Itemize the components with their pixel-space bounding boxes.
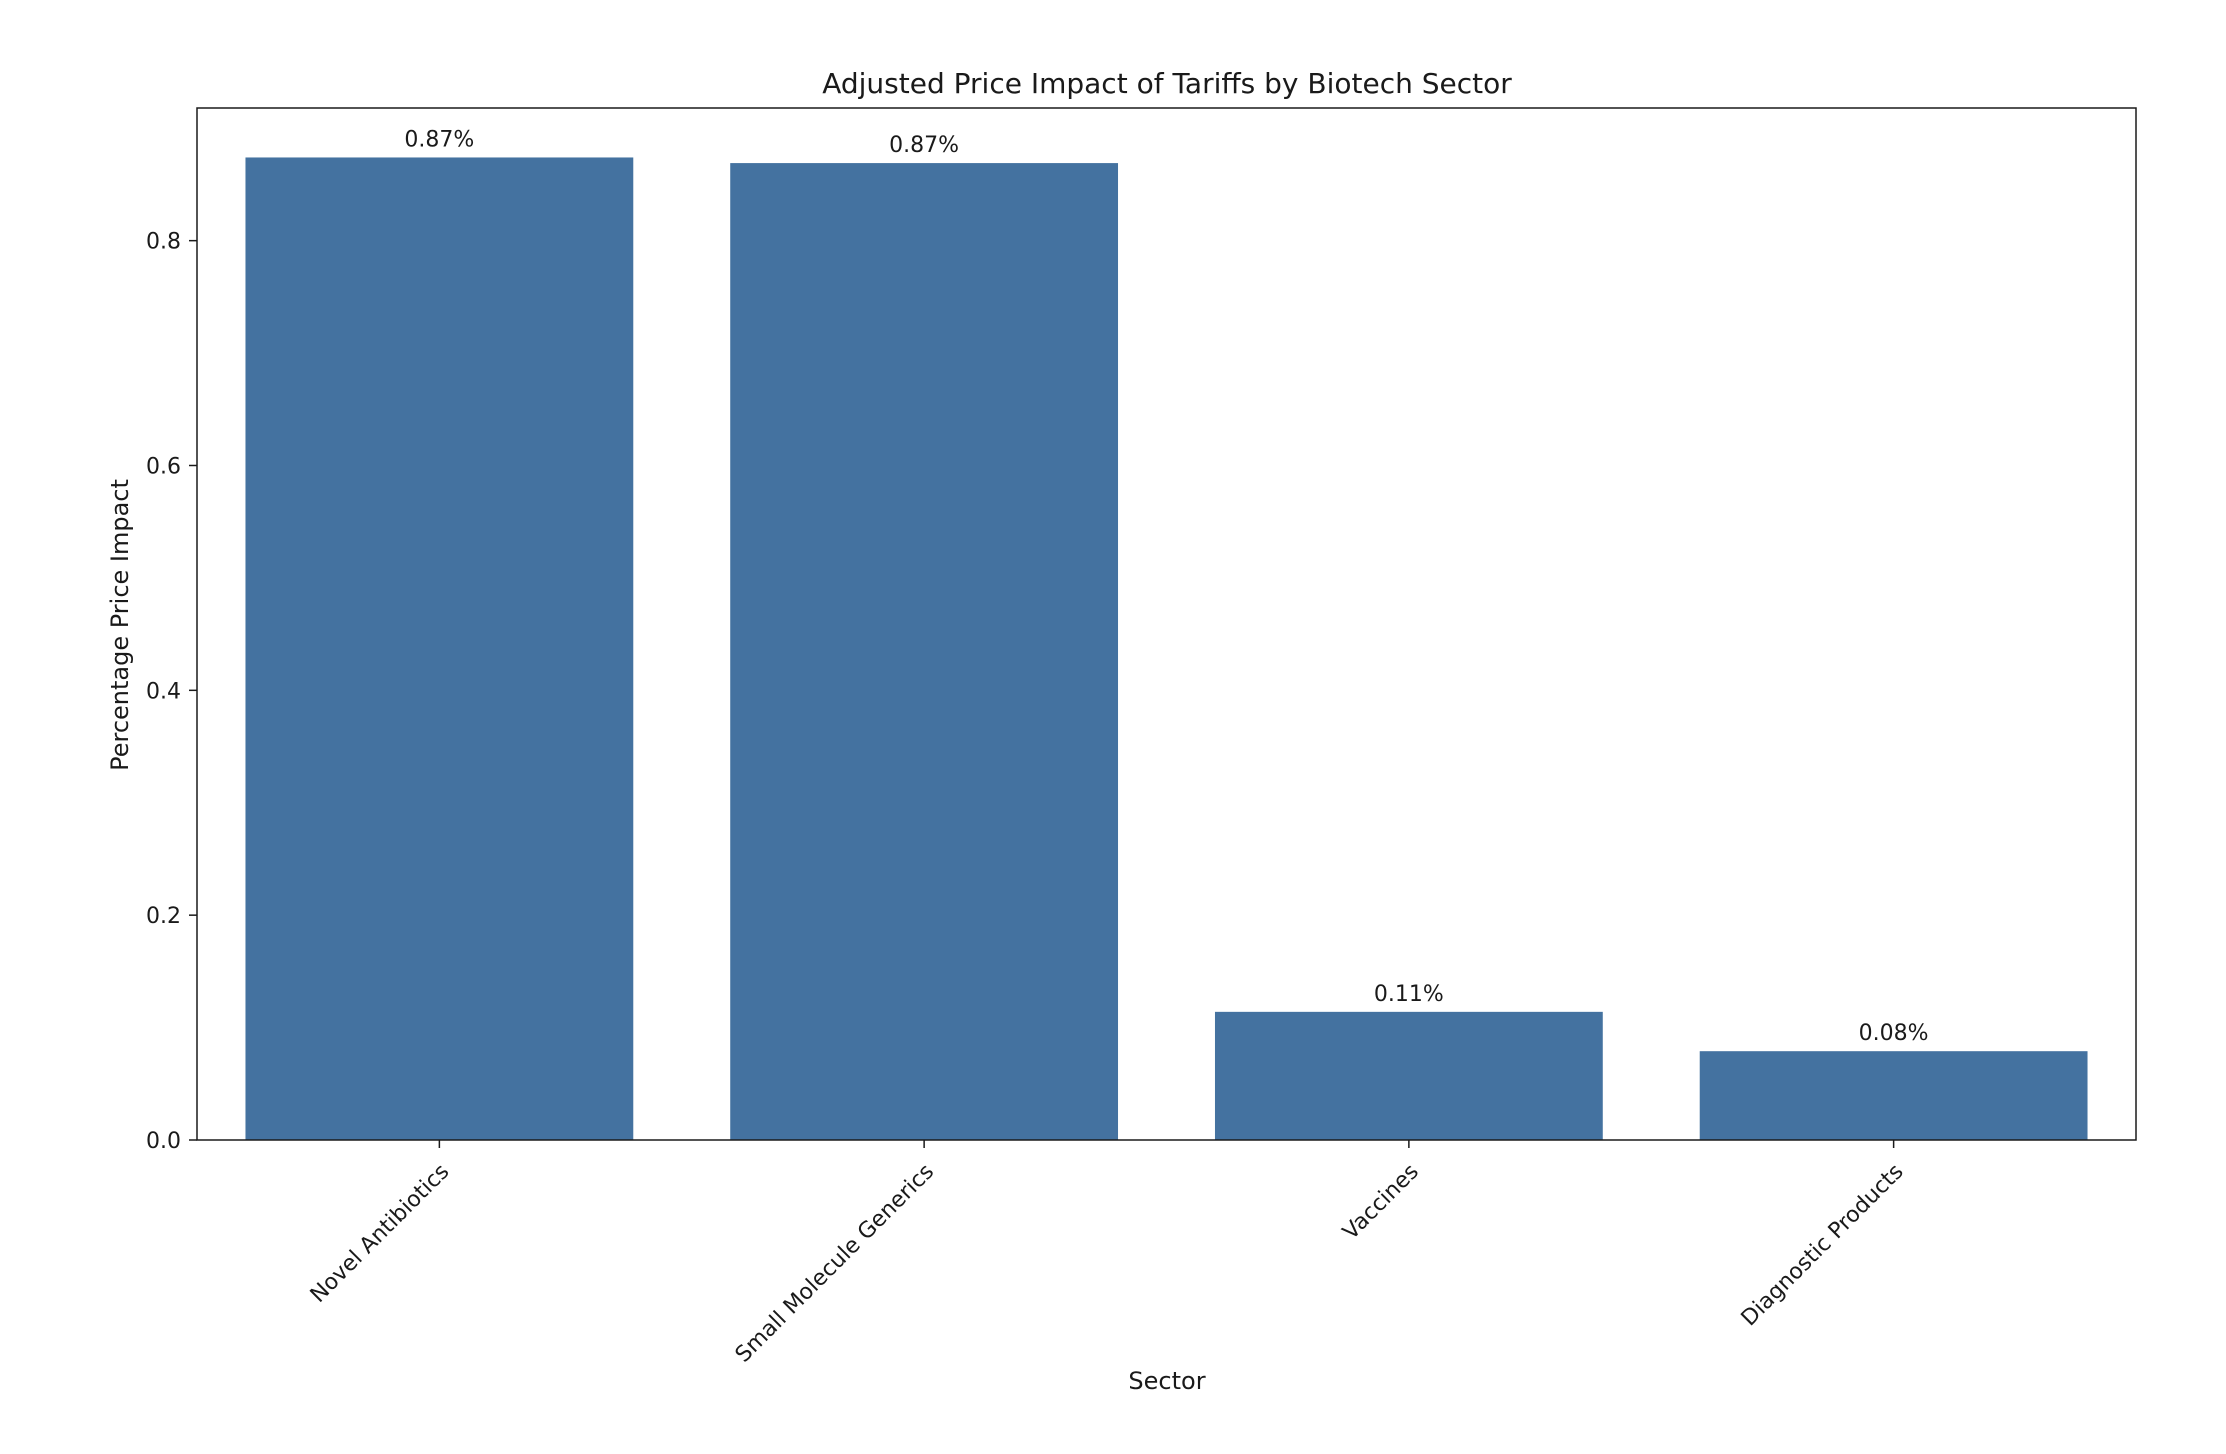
- chart-title: Adjusted Price Impact of Tariffs by Biot…: [822, 67, 1512, 100]
- y-tick-label-1: 0.0: [146, 1129, 181, 1154]
- x-tick-label-4: Diagnostic Products: [1737, 1159, 1909, 1331]
- x-tick-label-1: Novel Antibiotics: [306, 1159, 455, 1308]
- x-tick-label-2: Small Molecule Generics: [731, 1159, 939, 1367]
- y-axis-label: Percentage Price Impact: [106, 479, 134, 771]
- y-tick-label-3: 0.4: [146, 679, 181, 704]
- y-tick-label-4: 0.6: [146, 454, 181, 479]
- bar-2: [730, 163, 1119, 1140]
- data-label-3: 0.11%: [1374, 982, 1444, 1007]
- y-tick-label-2: 0.2: [146, 904, 181, 929]
- x-axis-label: Sector: [1128, 1367, 1205, 1395]
- bar-4: [1699, 1051, 2088, 1140]
- data-labels-layer: 0.87% 0.87% 0.11% 0.08%: [404, 127, 1928, 1046]
- y-tick-label-5: 0.8: [146, 230, 181, 255]
- data-label-2: 0.87%: [889, 133, 959, 158]
- data-label-4: 0.08%: [1859, 1021, 1929, 1046]
- bars-layer: [245, 157, 2088, 1140]
- data-label-1: 0.87%: [404, 127, 474, 152]
- bar-1: [245, 157, 634, 1140]
- bar-3: [1214, 1011, 1603, 1140]
- x-tick-label-3: Vaccines: [1338, 1159, 1424, 1245]
- plot-frame: [196, 107, 2137, 1141]
